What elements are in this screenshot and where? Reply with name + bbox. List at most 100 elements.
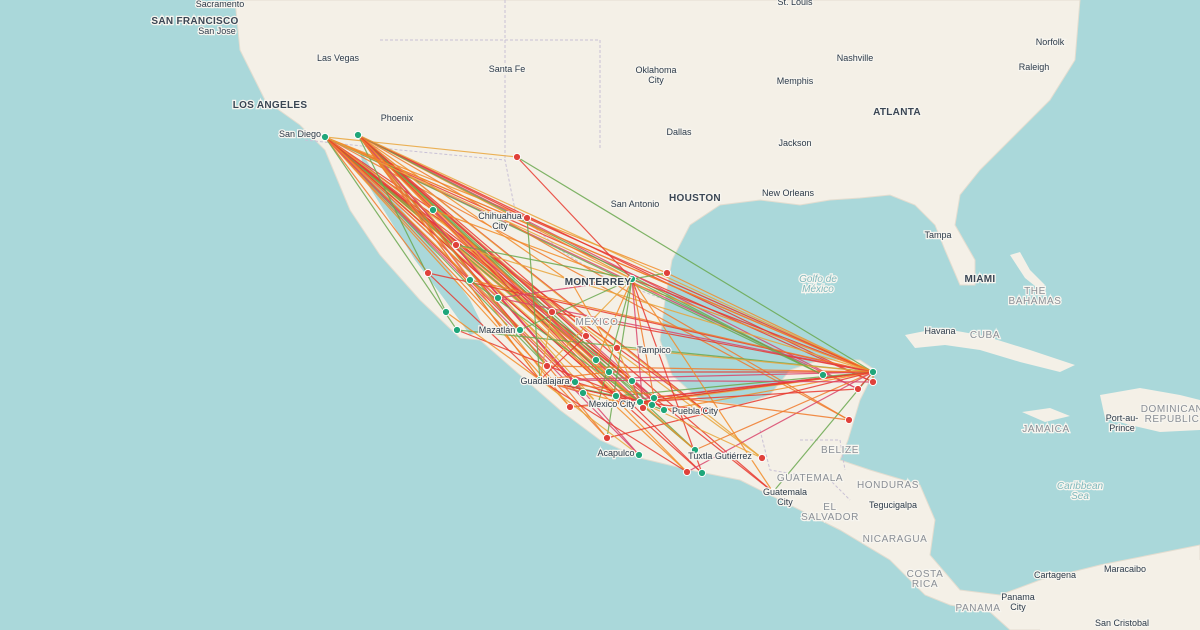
place-label: JAMAICA xyxy=(1022,424,1070,435)
place-label-line: City xyxy=(648,75,664,85)
place-label-line: Guatemala xyxy=(763,487,807,497)
place-label-line: Oklahoma xyxy=(635,65,676,75)
place-label: HONDURAS xyxy=(857,480,919,491)
airport xyxy=(768,487,778,497)
place-label: Oklahoma City xyxy=(635,65,676,85)
place-label: THE BAHAMAS xyxy=(1008,286,1061,307)
route xyxy=(539,379,640,456)
place-label: Havana xyxy=(924,326,955,336)
place-label-line: Puebla City xyxy=(672,406,719,416)
place-label-line: PANAMA xyxy=(955,603,1000,614)
route xyxy=(324,136,458,331)
place-label-line: BELIZE xyxy=(821,445,859,456)
airport xyxy=(512,152,522,162)
airport xyxy=(441,307,451,317)
place-label-line: City xyxy=(777,497,793,507)
jamaica xyxy=(1022,408,1070,422)
place-label-line: Phoenix xyxy=(381,113,414,123)
place-label: MONTERREY xyxy=(565,277,632,288)
route xyxy=(686,371,874,473)
airport xyxy=(662,268,672,278)
airport xyxy=(853,384,863,394)
place-label: LOS ANGELES xyxy=(233,100,308,111)
place-label: Acapulco xyxy=(597,448,634,458)
place-label-line: New Orleans xyxy=(762,188,815,198)
route xyxy=(324,136,703,474)
route xyxy=(539,371,874,381)
place-label-line: MONTERREY xyxy=(565,277,632,288)
airport xyxy=(522,213,532,223)
place-label-line: Jackson xyxy=(778,138,811,148)
place-label-line: HONDURAS xyxy=(857,480,919,491)
route xyxy=(357,134,573,284)
route xyxy=(539,311,553,381)
route xyxy=(539,379,688,473)
place-label-line: Sea xyxy=(1071,491,1089,502)
place-label: Chihuahua City xyxy=(478,211,522,231)
place-label: Phoenix xyxy=(381,113,414,123)
route xyxy=(324,136,824,376)
place-label-line: RICA xyxy=(912,579,938,590)
place-label: BELIZE xyxy=(821,445,859,456)
route xyxy=(663,371,874,411)
place-label-line: Mazatlán xyxy=(479,325,516,335)
airport xyxy=(493,293,503,303)
place-label: San Antonio xyxy=(611,199,660,209)
place-label-line: San Jose xyxy=(198,26,236,36)
place-label-line: MÉXICO xyxy=(575,315,618,328)
route xyxy=(469,279,874,373)
place-label: Golfo de México xyxy=(799,274,837,295)
airport xyxy=(452,325,462,335)
place-label-line: Guadalajara xyxy=(520,376,569,386)
place-label: Mexico City xyxy=(589,399,636,409)
airport xyxy=(515,325,525,335)
airport xyxy=(547,307,557,317)
gulf-of-california xyxy=(360,150,485,335)
route xyxy=(526,217,874,373)
airport xyxy=(624,400,634,410)
place-label: St. Louis xyxy=(777,0,813,7)
place-label: Tampico xyxy=(637,345,671,355)
place-label-line: Acapulco xyxy=(597,448,634,458)
airport xyxy=(535,375,545,385)
place-label-line: Las Vegas xyxy=(317,53,360,63)
airport xyxy=(423,268,433,278)
place-label: Caribbean Sea xyxy=(1057,481,1104,502)
airport xyxy=(697,468,707,478)
airport xyxy=(659,405,669,415)
route xyxy=(497,278,633,299)
place-label: Santa Fe xyxy=(489,64,526,74)
place-label-line: Santa Fe xyxy=(489,64,526,74)
place-label: New Orleans xyxy=(762,188,815,198)
route xyxy=(357,134,571,408)
route xyxy=(615,371,874,397)
airport xyxy=(649,393,659,403)
airport xyxy=(868,377,878,387)
route xyxy=(432,209,874,373)
route xyxy=(631,278,703,474)
airport xyxy=(578,388,588,398)
route xyxy=(539,379,874,383)
route xyxy=(595,278,633,361)
place-label: Raleigh xyxy=(1019,62,1050,72)
place-label-line: LOS ANGELES xyxy=(233,100,308,111)
airport xyxy=(844,415,854,425)
place-label-line: REPUBLIC xyxy=(1145,414,1200,425)
route xyxy=(357,134,665,411)
place-label: Norfolk xyxy=(1036,37,1065,47)
route xyxy=(639,401,696,451)
airport xyxy=(542,361,552,371)
place-label: CUBA xyxy=(970,330,1000,341)
place-label: Panama City xyxy=(1001,592,1035,612)
place-label-line: GUATEMALA xyxy=(777,473,843,484)
route xyxy=(606,371,874,439)
place-label-line: Panama xyxy=(1001,592,1035,602)
place-label-line: NICARAGUA xyxy=(863,534,928,545)
route xyxy=(324,136,608,439)
place-label: SAN FRANCISCO xyxy=(151,16,238,27)
place-label-line: SAN FRANCISCO xyxy=(151,16,238,27)
route xyxy=(324,136,640,456)
place-label-line: Prince xyxy=(1109,423,1135,433)
airport xyxy=(647,400,657,410)
